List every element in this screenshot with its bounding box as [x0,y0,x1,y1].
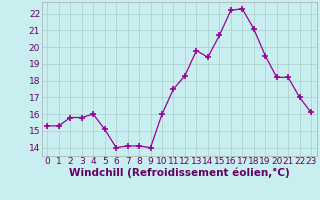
X-axis label: Windchill (Refroidissement éolien,°C): Windchill (Refroidissement éolien,°C) [69,168,290,178]
